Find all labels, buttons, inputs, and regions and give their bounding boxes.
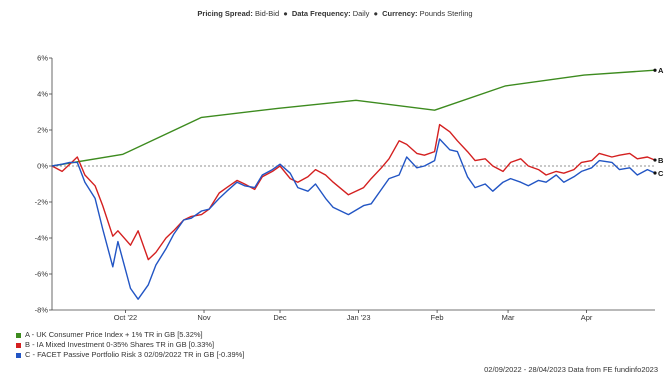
y-tick-label: -8% xyxy=(35,306,49,315)
x-tick-label: Nov xyxy=(197,313,211,322)
x-axis: Oct '22 Nov Dec Jan '23 Feb Mar Apr xyxy=(52,309,655,322)
plot-lines xyxy=(51,69,656,300)
x-tick-label: Mar xyxy=(502,313,515,322)
series-line-c xyxy=(51,138,656,300)
y-tick-label: 0% xyxy=(37,162,48,171)
currency-value: Pounds Sterling xyxy=(419,9,473,18)
date-range-footer: 02/09/2022 - 28/04/2023 Data from FE fun… xyxy=(484,365,658,374)
legend-swatch xyxy=(16,332,21,338)
series-end-marker-c xyxy=(653,171,657,175)
series-end-labels: A BC xyxy=(653,66,664,178)
legend-item: C - FACET Passive Portfolio Risk 3 02/09… xyxy=(16,350,244,360)
y-tick-label: 4% xyxy=(37,90,48,99)
series-line-a xyxy=(51,69,656,167)
spread-value: Bid-Bid xyxy=(254,9,280,18)
x-tick-label: Apr xyxy=(581,313,593,322)
frequency-value: Daily xyxy=(352,9,370,18)
legend-item: B - IA Mixed Investment 0-35% Shares TR … xyxy=(16,340,244,350)
series-end-label-a: A xyxy=(658,66,664,75)
x-tick-label: Jan '23 xyxy=(347,313,371,322)
legend-swatch xyxy=(16,352,21,358)
spread-label: Pricing Spread: xyxy=(197,9,253,18)
legend-item: A - UK Consumer Price Index + 1% TR in G… xyxy=(16,330,244,340)
legend-swatch xyxy=(16,342,21,348)
series-end-marker-a xyxy=(653,68,657,72)
y-tick-label: 2% xyxy=(37,126,48,135)
legend-label: A - UK Consumer Price Index + 1% TR in G… xyxy=(25,330,203,339)
series-line-b xyxy=(51,123,656,261)
series-end-marker-b xyxy=(653,158,657,162)
legend: A - UK Consumer Price Index + 1% TR in G… xyxy=(16,330,244,360)
currency-label: Currency: xyxy=(382,9,418,18)
y-tick-label: -2% xyxy=(35,198,49,207)
x-tick-label: Oct '22 xyxy=(114,313,138,322)
x-tick-label: Dec xyxy=(273,313,287,322)
separator-dot-2: ● xyxy=(373,9,379,18)
y-tick-label: -6% xyxy=(35,270,49,279)
x-tick-label: Feb xyxy=(431,313,444,322)
y-tick-label: -4% xyxy=(35,234,49,243)
frequency-label: Data Frequency: xyxy=(291,9,351,18)
y-tick-label: 6% xyxy=(37,54,48,63)
y-axis: 6% 4% 2% 0% -2% -4% -6% -8% xyxy=(35,54,53,315)
series-end-label-c: C xyxy=(658,169,664,178)
series-end-label-b: B xyxy=(658,156,664,165)
chart-header: Pricing Spread: Bid-Bid ● Data Frequency… xyxy=(0,9,670,18)
legend-label: C - FACET Passive Portfolio Risk 3 02/09… xyxy=(25,350,245,359)
legend-label: B - IA Mixed Investment 0-35% Shares TR … xyxy=(25,340,215,349)
separator-dot-1: ● xyxy=(283,9,288,18)
